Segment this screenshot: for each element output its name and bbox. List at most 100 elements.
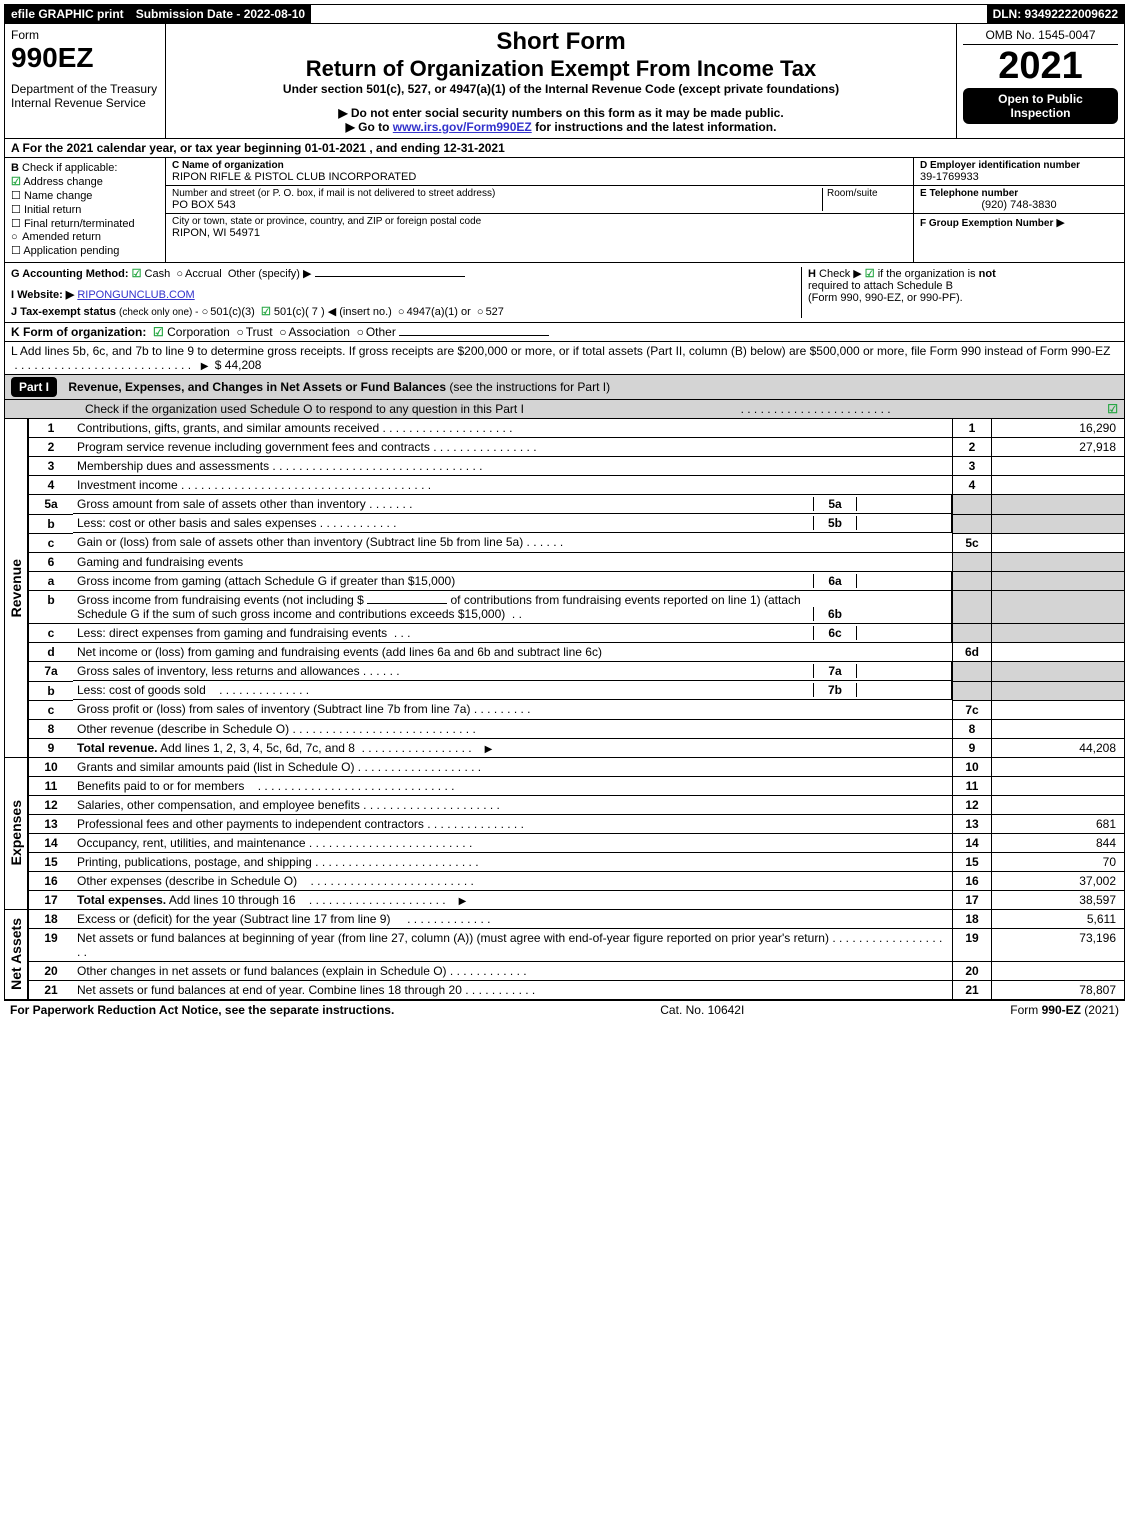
section-f: F Group Exemption Number ▶ [914, 214, 1124, 231]
expenses-section: Expenses 10Grants and similar amounts pa… [4, 758, 1125, 910]
revenue-section: Revenue 1Contributions, gifts, grants, a… [4, 419, 1125, 758]
line-6b: bGross income from fundraising events (n… [29, 591, 1125, 624]
527-checkbox[interactable] [477, 306, 486, 318]
section-l: L Add lines 5b, 6c, and 7b to line 9 to … [4, 342, 1125, 375]
line-16: 16Other expenses (describe in Schedule O… [29, 871, 1125, 890]
dln-label: DLN: 93492222009622 [987, 5, 1124, 23]
check-icon [11, 176, 21, 188]
other-checkbox[interactable] [357, 325, 366, 339]
line-7a: 7aGross sales of inventory, less returns… [29, 662, 1125, 682]
line-21: 21Net assets or fund balances at end of … [29, 980, 1125, 999]
address-change-checkbox[interactable]: Address change [11, 175, 159, 188]
city-label: City or town, state or province, country… [172, 216, 907, 227]
ssn-warning: ▶ Do not enter social security numbers o… [172, 106, 950, 120]
net-assets-section: Net Assets 18Excess or (deficit) for the… [4, 910, 1125, 1000]
i-label: I Website: ▶ [11, 289, 74, 301]
open-inspection: Open to Public Inspection [963, 88, 1118, 124]
arrow-icon [482, 741, 496, 755]
line-18: 18Excess or (deficit) for the year (Subt… [29, 910, 1125, 929]
line-4: 4Investment income . . . . . . . . . . .… [29, 476, 1125, 495]
line-7b: bLess: cost of goods sold . . . . . . . … [29, 681, 1125, 700]
g-label: G Accounting Method: [11, 268, 129, 280]
main-title: Return of Organization Exempt From Incom… [172, 56, 950, 82]
header-center: Short Form Return of Organization Exempt… [166, 24, 956, 138]
j-sub: (check only one) - [119, 307, 198, 318]
irs-link[interactable]: www.irs.gov/Form990EZ [393, 120, 532, 134]
section-e: E Telephone number (920) 748-3830 [914, 186, 1124, 214]
arrow-icon [456, 893, 470, 907]
final-return-checkbox[interactable]: Final return/terminated [11, 217, 159, 230]
footer: For Paperwork Reduction Act Notice, see … [4, 1000, 1125, 1019]
501c-checkbox[interactable] [261, 306, 271, 318]
corporation-checkbox[interactable] [153, 325, 164, 339]
revenue-vert-label: Revenue [4, 419, 28, 758]
line-12: 12Salaries, other compensation, and empl… [29, 795, 1125, 814]
short-form-title: Short Form [172, 28, 950, 56]
association-checkbox[interactable] [279, 325, 288, 339]
header-left: Form 990EZ Department of the Treasury In… [5, 24, 166, 138]
h-check: Check ▶ [819, 268, 862, 280]
line-5b: bLess: cost or other basis and sales exp… [29, 514, 1125, 533]
gross-receipts: $ 44,208 [215, 358, 262, 372]
unchecked-icon [11, 231, 20, 243]
trust-checkbox[interactable] [236, 325, 245, 339]
phone-value: (920) 748-3830 [920, 199, 1118, 211]
accrual-checkbox[interactable] [176, 268, 185, 280]
section-a-period: A For the 2021 calendar year, or tax yea… [4, 139, 1125, 158]
schedule-b-checkbox[interactable] [865, 268, 875, 280]
cash-checkbox[interactable] [132, 268, 142, 280]
h-letter: H [808, 268, 816, 280]
amended-return-checkbox[interactable]: Amended return [11, 231, 159, 243]
application-pending-checkbox[interactable]: Application pending [11, 244, 159, 257]
section-c: C Name of organization RIPON RIFLE & PIS… [166, 158, 913, 262]
l-text: L Add lines 5b, 6c, and 7b to line 9 to … [11, 344, 1110, 358]
expenses-table: 10Grants and similar amounts paid (list … [28, 758, 1125, 910]
unchecked-icon [11, 218, 21, 230]
schedule-o-checkbox[interactable] [1107, 402, 1118, 416]
website-link[interactable]: RIPONGUNCLUB.COM [77, 289, 194, 301]
tax-year: 2021 [963, 45, 1118, 88]
irs-label: Internal Revenue Service [11, 96, 159, 110]
unchecked-icon [11, 204, 21, 216]
header-right: OMB No. 1545-0047 2021 Open to Public In… [956, 24, 1124, 138]
part-i-label: Part I [11, 377, 57, 397]
unchecked-icon [11, 245, 21, 257]
other-specify: Other (specify) ▶ [228, 268, 312, 280]
street-label: Number and street (or P. O. box, if mail… [172, 188, 822, 199]
org-name-row: C Name of organization RIPON RIFLE & PIS… [166, 158, 913, 186]
efile-label[interactable]: efile GRAPHIC print [5, 5, 130, 23]
line-3: 3Membership dues and assessments . . . .… [29, 457, 1125, 476]
line-5c: cGain or (loss) from sale of assets othe… [29, 533, 1125, 552]
part-i-title: Revenue, Expenses, and Changes in Net As… [68, 380, 446, 394]
instructions-line: ▶ Go to www.irs.gov/Form990EZ for instru… [172, 120, 950, 134]
4947-checkbox[interactable] [398, 306, 407, 318]
submission-date: Submission Date - 2022-08-10 [130, 5, 311, 23]
address-row: Number and street (or P. O. box, if mail… [166, 186, 913, 214]
section-b: B Check if applicable: Address change Na… [5, 158, 166, 262]
501c3-checkbox[interactable] [202, 306, 211, 318]
arrow-icon: ▶ [1056, 217, 1064, 229]
line-17: 17Total expenses. Add lines 10 through 1… [29, 890, 1125, 909]
omb-number: OMB No. 1545-0047 [963, 28, 1118, 45]
check-if-applicable: Check if applicable: [22, 162, 117, 174]
line-6c: cLess: direct expenses from gaming and f… [29, 624, 1125, 643]
city-row: City or town, state or province, country… [166, 214, 913, 241]
line-19: 19Net assets or fund balances at beginni… [29, 928, 1125, 961]
line-14: 14Occupancy, rent, utilities, and mainte… [29, 833, 1125, 852]
note2-prefix: ▶ Go to [346, 120, 393, 134]
net-assets-vert-label: Net Assets [4, 910, 28, 1000]
line-11: 11Benefits paid to or for members . . . … [29, 776, 1125, 795]
expenses-vert-label: Expenses [4, 758, 28, 910]
info-grid: B Check if applicable: Address change Na… [4, 158, 1125, 263]
name-change-checkbox[interactable]: Name change [11, 189, 159, 202]
net-assets-table: 18Excess or (deficit) for the year (Subt… [28, 910, 1125, 1000]
initial-return-checkbox[interactable]: Initial return [11, 203, 159, 216]
paperwork-notice: For Paperwork Reduction Act Notice, see … [10, 1003, 394, 1017]
form-number: 990EZ [11, 42, 159, 74]
line-6: 6Gaming and fundraising events [29, 552, 1125, 571]
section-g: G Accounting Method: Cash Accrual Other … [11, 267, 802, 318]
arrow-icon [198, 358, 212, 372]
line-1: 1Contributions, gifts, grants, and simil… [29, 419, 1125, 438]
schedule-o-check-text: Check if the organization used Schedule … [85, 402, 524, 416]
dept-treasury: Department of the Treasury [11, 82, 159, 96]
